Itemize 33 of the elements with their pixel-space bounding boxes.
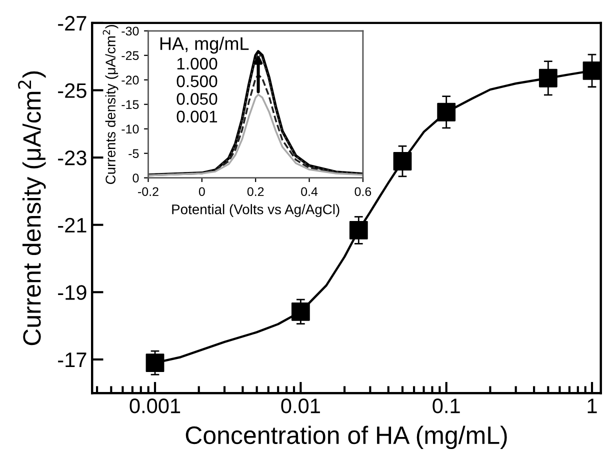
y-tick-label: -20 bbox=[122, 76, 139, 85]
x-tick-label: -0.2 bbox=[138, 187, 158, 196]
y-tick-label: -23 bbox=[58, 150, 86, 166]
y-axis-title: Current density (μA/cm$^{2}$) bbox=[18, 71, 46, 346]
annotation: 0.050 bbox=[176, 93, 218, 105]
annotation: 0.500 bbox=[176, 75, 218, 88]
x-tick-label: 0.4 bbox=[301, 187, 318, 196]
y-tick-label: -10 bbox=[122, 124, 139, 134]
y-tick-label: -30 bbox=[122, 26, 139, 36]
y-tick-label: 0 bbox=[132, 174, 139, 182]
x-axis-title: Concentration of HA (mg/mL) bbox=[186, 426, 507, 450]
y-tick-label: -27 bbox=[58, 16, 86, 30]
y-axis-title: Currents density (μA/cm$^{2}$) bbox=[102, 25, 118, 184]
annotation: HA, mg/mL bbox=[160, 36, 249, 54]
annotation: 1.000 bbox=[177, 58, 218, 70]
x-tick-label: 0.2 bbox=[247, 187, 264, 196]
y-tick-label: -17 bbox=[58, 352, 86, 368]
y-tick-label: -25 bbox=[122, 51, 139, 60]
x-tick-label: 0 bbox=[198, 187, 205, 196]
x-tick-label: 1 bbox=[588, 398, 597, 414]
y-tick-label: -15 bbox=[122, 100, 139, 110]
y-tick-label: -19 bbox=[58, 285, 86, 300]
line-series bbox=[148, 74, 363, 176]
x-tick-label: 0.6 bbox=[354, 187, 372, 196]
y-tick-label: -21 bbox=[58, 218, 86, 232]
line-series bbox=[148, 94, 363, 176]
y-tick-label: -5 bbox=[128, 149, 139, 158]
y-tick-label: -25 bbox=[58, 83, 86, 98]
annotation: 0.001 bbox=[176, 110, 218, 122]
x-tick-label: 0.01 bbox=[281, 398, 320, 414]
x-tick-label: 0.1 bbox=[432, 398, 460, 414]
x-axis-title: Potential (Volts vs Ag/AgCl) bbox=[172, 204, 340, 218]
x-tick-label: 0.001 bbox=[130, 398, 180, 414]
